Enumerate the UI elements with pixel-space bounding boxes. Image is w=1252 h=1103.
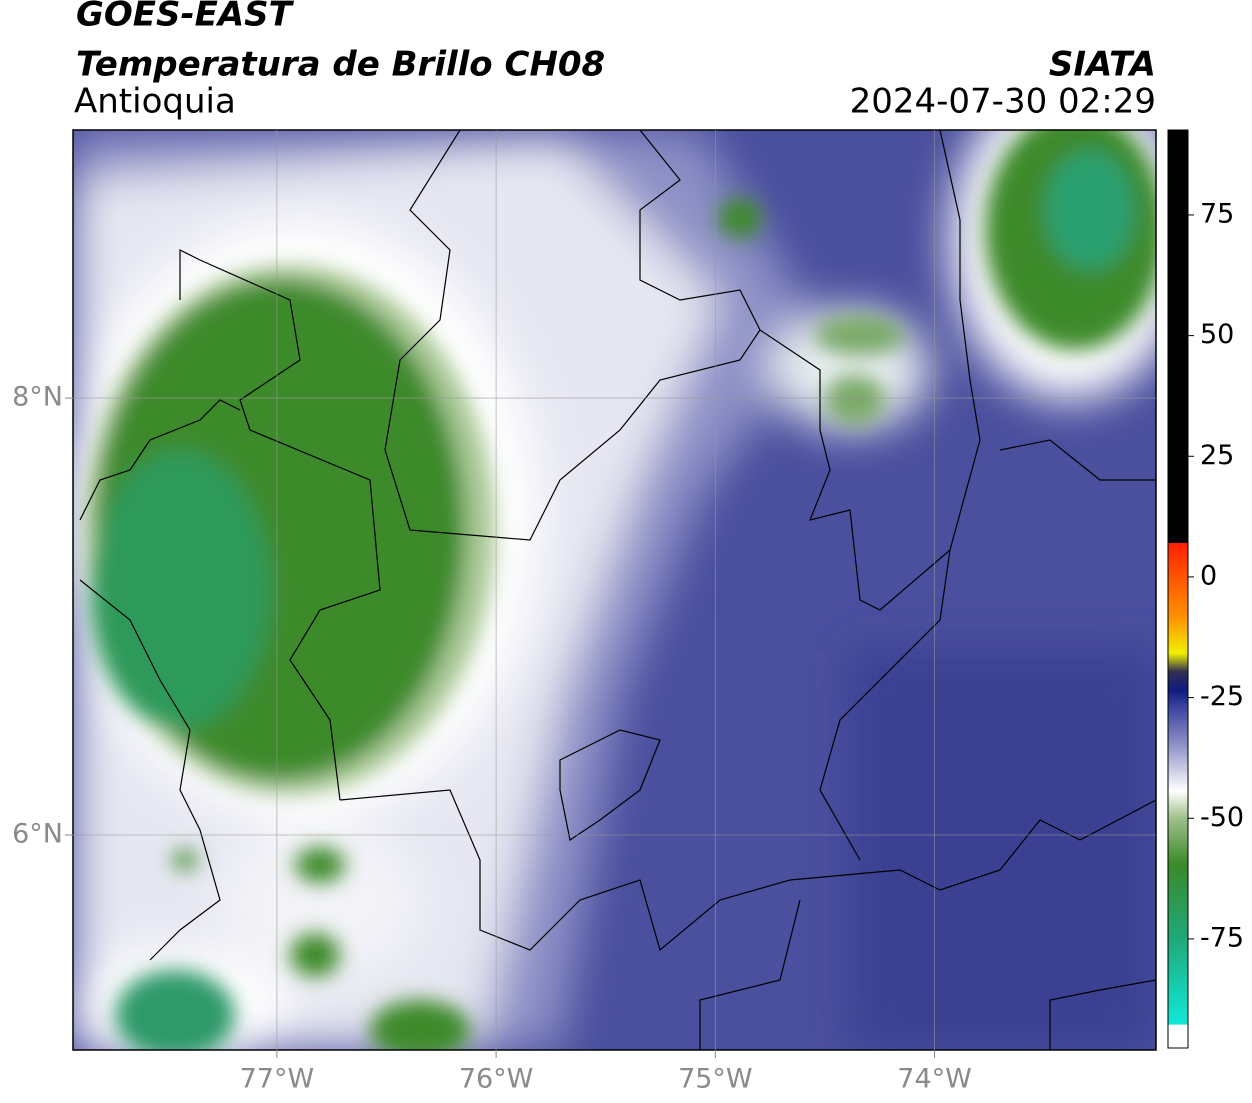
timestamp: 2024-07-30 02:29 xyxy=(850,82,1156,122)
y-tick-label: 6°N xyxy=(12,819,63,850)
map-frame xyxy=(72,129,1157,1051)
x-tick-label: 77°W xyxy=(240,1064,315,1095)
product: Temperatura de Brillo CH08 xyxy=(76,45,605,85)
source: SIATA xyxy=(1049,45,1156,85)
colorbar-tick-label: 0 xyxy=(1200,560,1217,591)
satellite-image xyxy=(73,130,1156,1050)
colorbar-tick-label: -50 xyxy=(1200,802,1244,833)
x-tick-label: 74°W xyxy=(897,1064,972,1095)
satellite: GOES-EAST xyxy=(76,0,295,35)
y-tick-label: 8°N xyxy=(12,382,63,413)
colorbar-tick-label: -25 xyxy=(1200,681,1244,712)
colorbar-tick-label: 25 xyxy=(1200,440,1234,471)
colorbar-tick-label: 50 xyxy=(1200,319,1234,350)
colorbar-tick-label: -75 xyxy=(1200,922,1244,953)
colorbar xyxy=(1167,129,1189,1049)
region: Antioquia xyxy=(74,82,236,122)
x-tick-label: 75°W xyxy=(678,1064,753,1095)
x-tick-label: 76°W xyxy=(459,1064,534,1095)
colorbar-tick-label: 75 xyxy=(1200,198,1234,229)
